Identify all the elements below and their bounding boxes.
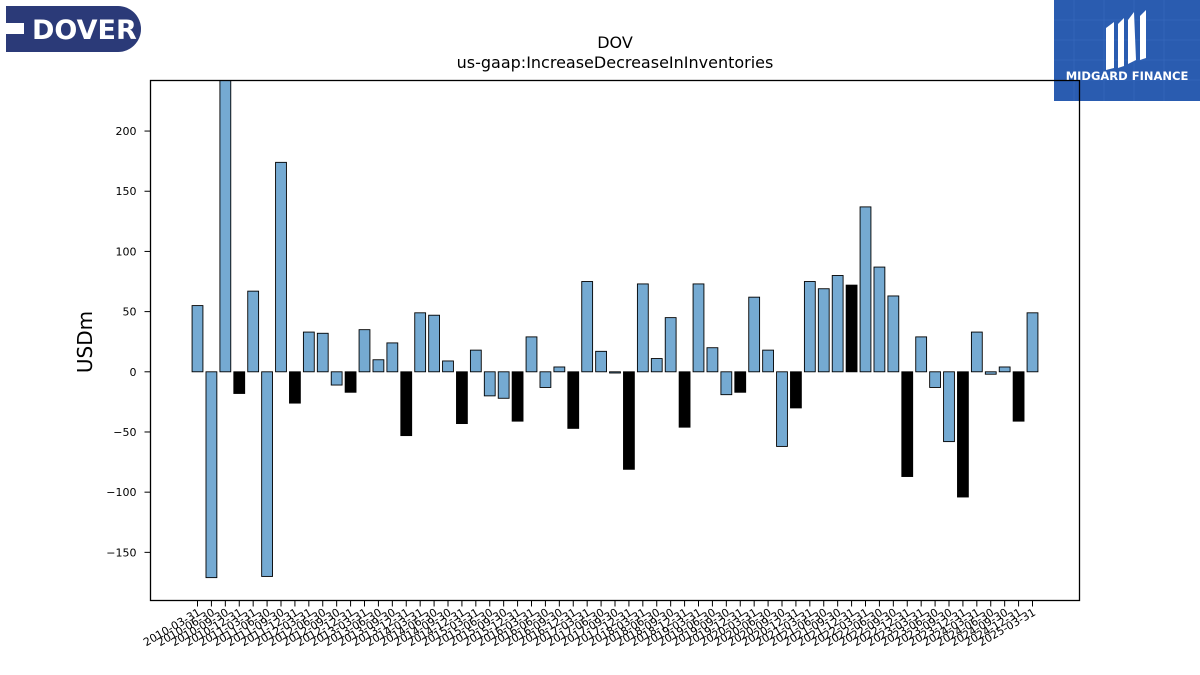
bar-2014-06-30 [428, 314, 440, 373]
bar-2021-06-30 [817, 288, 830, 373]
bar-2016-03-31 [525, 336, 538, 373]
bar-2015-03-31 [469, 349, 482, 373]
bar-2018-12-31 [678, 371, 691, 428]
y-tick-label: 150 [116, 185, 137, 198]
bar-2011-09-30 [275, 161, 287, 373]
bar-2012-12-31 [344, 371, 357, 393]
bar-2020-12-31 [790, 371, 802, 409]
bar-2016-12-31 [567, 371, 580, 429]
bar-2010-03-31 [191, 305, 204, 373]
y-axis-ticks: −150 −100 −50 0 50 100 150 200 [106, 125, 151, 559]
bar-2024-03-31 [970, 331, 983, 373]
bar-2014-09-30 [442, 360, 454, 373]
bar-2014-12-31 [456, 371, 468, 425]
bar-2024-12-31 [1012, 371, 1025, 422]
plot-frame [149, 79, 1081, 602]
bar-2012-03-31 [302, 331, 315, 373]
bar-2023-03-31 [915, 336, 928, 373]
y-tick-label: 200 [116, 125, 137, 138]
bar-2013-09-30 [386, 342, 399, 373]
bar-2017-06-30 [595, 350, 607, 373]
bar-2012-06-30 [316, 332, 329, 373]
y-tick-label: −100 [106, 486, 136, 499]
bar-2010-06-30 [205, 371, 218, 579]
y-axis-label: USDm [73, 311, 97, 373]
bar-2011-12-31 [289, 371, 301, 404]
bar-2021-09-30 [831, 275, 844, 373]
bar-2019-12-31 [734, 371, 747, 393]
bar-2022-12-31 [901, 371, 914, 477]
midgard-emblem-icon [1106, 10, 1146, 70]
bar-2023-09-30 [943, 371, 955, 443]
bar-2017-03-31 [581, 281, 594, 373]
chart-subtitle: us-gaap:IncreaseDecreaseInInventories [457, 53, 774, 72]
bar-2010-09-30 [219, 80, 232, 373]
bar-2022-03-31 [859, 206, 872, 373]
chart-title: DOV [597, 33, 633, 52]
bar-2020-06-30 [762, 349, 774, 373]
y-tick-label: 100 [116, 245, 137, 258]
y-tick-label: 0 [130, 366, 137, 379]
y-tick-label: −50 [113, 426, 136, 439]
dover-logo: DOVER [6, 6, 144, 56]
bar-2019-09-30 [720, 371, 733, 396]
bar-2018-09-30 [664, 317, 677, 373]
bar-2012-09-30 [330, 371, 343, 386]
bar-2025-03-31 [1026, 312, 1039, 373]
bar-2024-06-30 [984, 371, 997, 375]
bar-2019-03-31 [692, 283, 705, 373]
bar-2010-12-31 [233, 371, 246, 394]
bar-2015-06-30 [483, 371, 496, 397]
bar-2015-12-31 [511, 371, 524, 422]
x-axis-ticks: 2010-03-312010-06-302010-09-302010-12-31… [141, 600, 1038, 649]
bar-2017-12-31 [623, 371, 635, 470]
bar-2016-06-30 [539, 371, 552, 388]
bar-2011-03-31 [247, 290, 260, 373]
bar-2015-09-30 [497, 371, 510, 399]
y-tick-label: −150 [106, 546, 136, 559]
bar-2020-09-30 [776, 371, 788, 447]
bar-2023-06-30 [929, 371, 941, 388]
bar-2022-06-30 [873, 266, 886, 373]
bar-2013-06-30 [372, 359, 385, 373]
bar-2023-12-31 [957, 371, 969, 498]
y-tick-label: 50 [123, 306, 137, 319]
dover-logo-text: DOVER [32, 15, 137, 46]
midgard-logo-text: MIDGARD FINANCE [1066, 69, 1189, 83]
midgard-logo: MIDGARD FINANCE [1054, 0, 1200, 101]
bar-2017-09-30 [609, 371, 621, 374]
bar-2024-09-30 [998, 366, 1011, 373]
bar-2011-06-30 [261, 371, 273, 577]
bar-2022-09-30 [887, 295, 900, 373]
bar-2013-12-31 [400, 371, 413, 437]
bar-2021-12-31 [845, 284, 858, 373]
bar-2013-03-31 [358, 329, 371, 373]
bar-2020-03-31 [748, 296, 761, 373]
bar-2019-06-30 [706, 347, 719, 373]
bar-2018-06-30 [650, 358, 663, 373]
bar-2021-03-31 [803, 281, 816, 373]
bar-2016-09-30 [553, 366, 566, 373]
bar-2014-03-31 [414, 312, 427, 373]
bars-group [191, 80, 1039, 579]
bar-2018-03-31 [636, 283, 649, 373]
